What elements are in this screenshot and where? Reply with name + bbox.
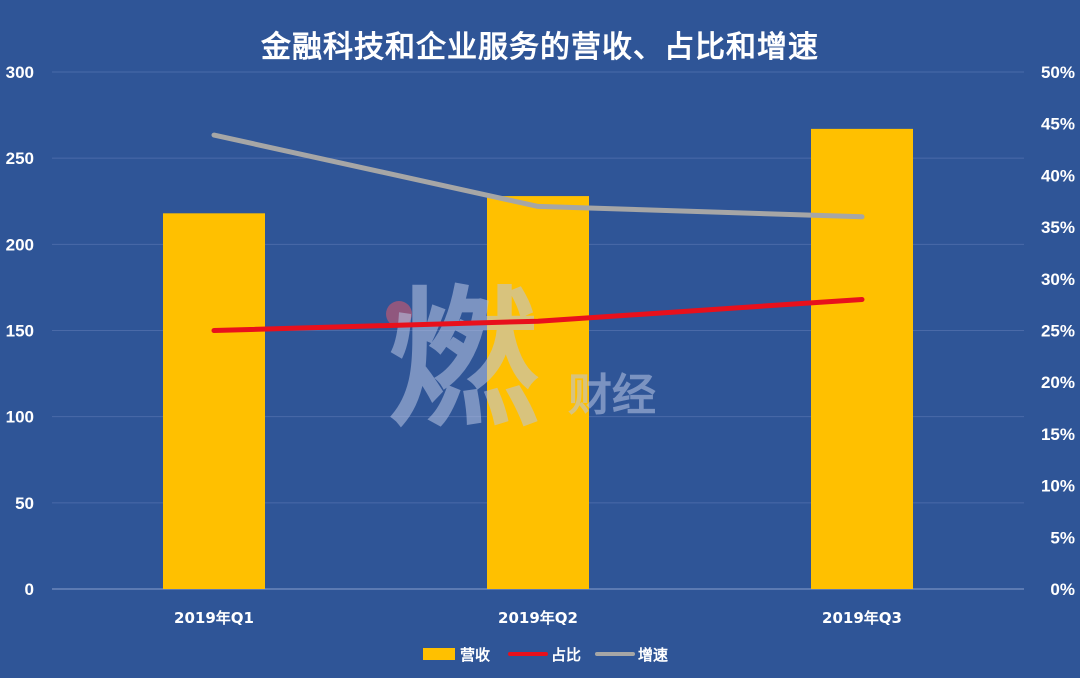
watermark-glyph: 燃 [388, 274, 539, 448]
chart-title: 金融科技和企业服务的营收、占比和增速 [261, 30, 819, 65]
y-left-tick-label: 150 [6, 322, 34, 341]
x-tick-label: 2019年Q3 [822, 609, 902, 627]
y-right-tick-label: 50% [1041, 63, 1075, 82]
y-right-tick-label: 10% [1041, 477, 1075, 496]
revenue-bar [811, 128, 913, 589]
share-line [211, 296, 865, 333]
y-left-tick-label: 200 [6, 235, 34, 254]
revenue-bar [163, 213, 265, 589]
y-right-tick-label: 30% [1041, 270, 1075, 289]
watermark: 燃 财经 [386, 274, 656, 448]
legend-label: 占比 [551, 646, 581, 664]
y-right-tick-label: 20% [1041, 373, 1075, 392]
watermark-dot [386, 301, 412, 327]
legend-label: 营收 [460, 646, 490, 664]
legend-swatch [423, 648, 455, 660]
legend: 营收 占比 增速 [423, 646, 668, 664]
y-left-tick-label: 250 [6, 149, 34, 168]
x-tick-label: 2019年Q2 [498, 609, 578, 627]
revenue-bars [163, 128, 913, 589]
y-right-tick-label: 35% [1041, 218, 1075, 237]
line-series [211, 132, 865, 333]
y-right-tick-label: 45% [1041, 115, 1075, 134]
y-left-tick-label: 50 [15, 494, 34, 513]
legend-label: 增速 [638, 646, 668, 664]
legend-item-revenue: 营收 [423, 646, 490, 664]
growth-line [211, 132, 865, 220]
y-right-tick-label: 40% [1041, 166, 1075, 185]
y-right-tick-label: 15% [1041, 425, 1075, 444]
watermark-text: 财经 [568, 370, 656, 421]
y-left-tick-label: 100 [6, 408, 34, 427]
y-left-tick-label: 300 [6, 63, 34, 82]
y-right-tick-label: 25% [1041, 322, 1075, 341]
y-right-tick-label: 0% [1050, 580, 1075, 599]
legend-item-share: 占比 [508, 646, 581, 664]
x-tick-label: 2019年Q1 [174, 609, 254, 627]
axes: 0 50 100 150 200 250 300 0% 5% 10% 15% 20% 25% 30% 35%… [6, 63, 1075, 627]
legend-item-growth: 增速 [595, 646, 668, 664]
y-right-tick-label: 5% [1050, 528, 1075, 547]
revenue-bar [487, 196, 589, 589]
y-left-tick-label: 0 [25, 580, 34, 599]
